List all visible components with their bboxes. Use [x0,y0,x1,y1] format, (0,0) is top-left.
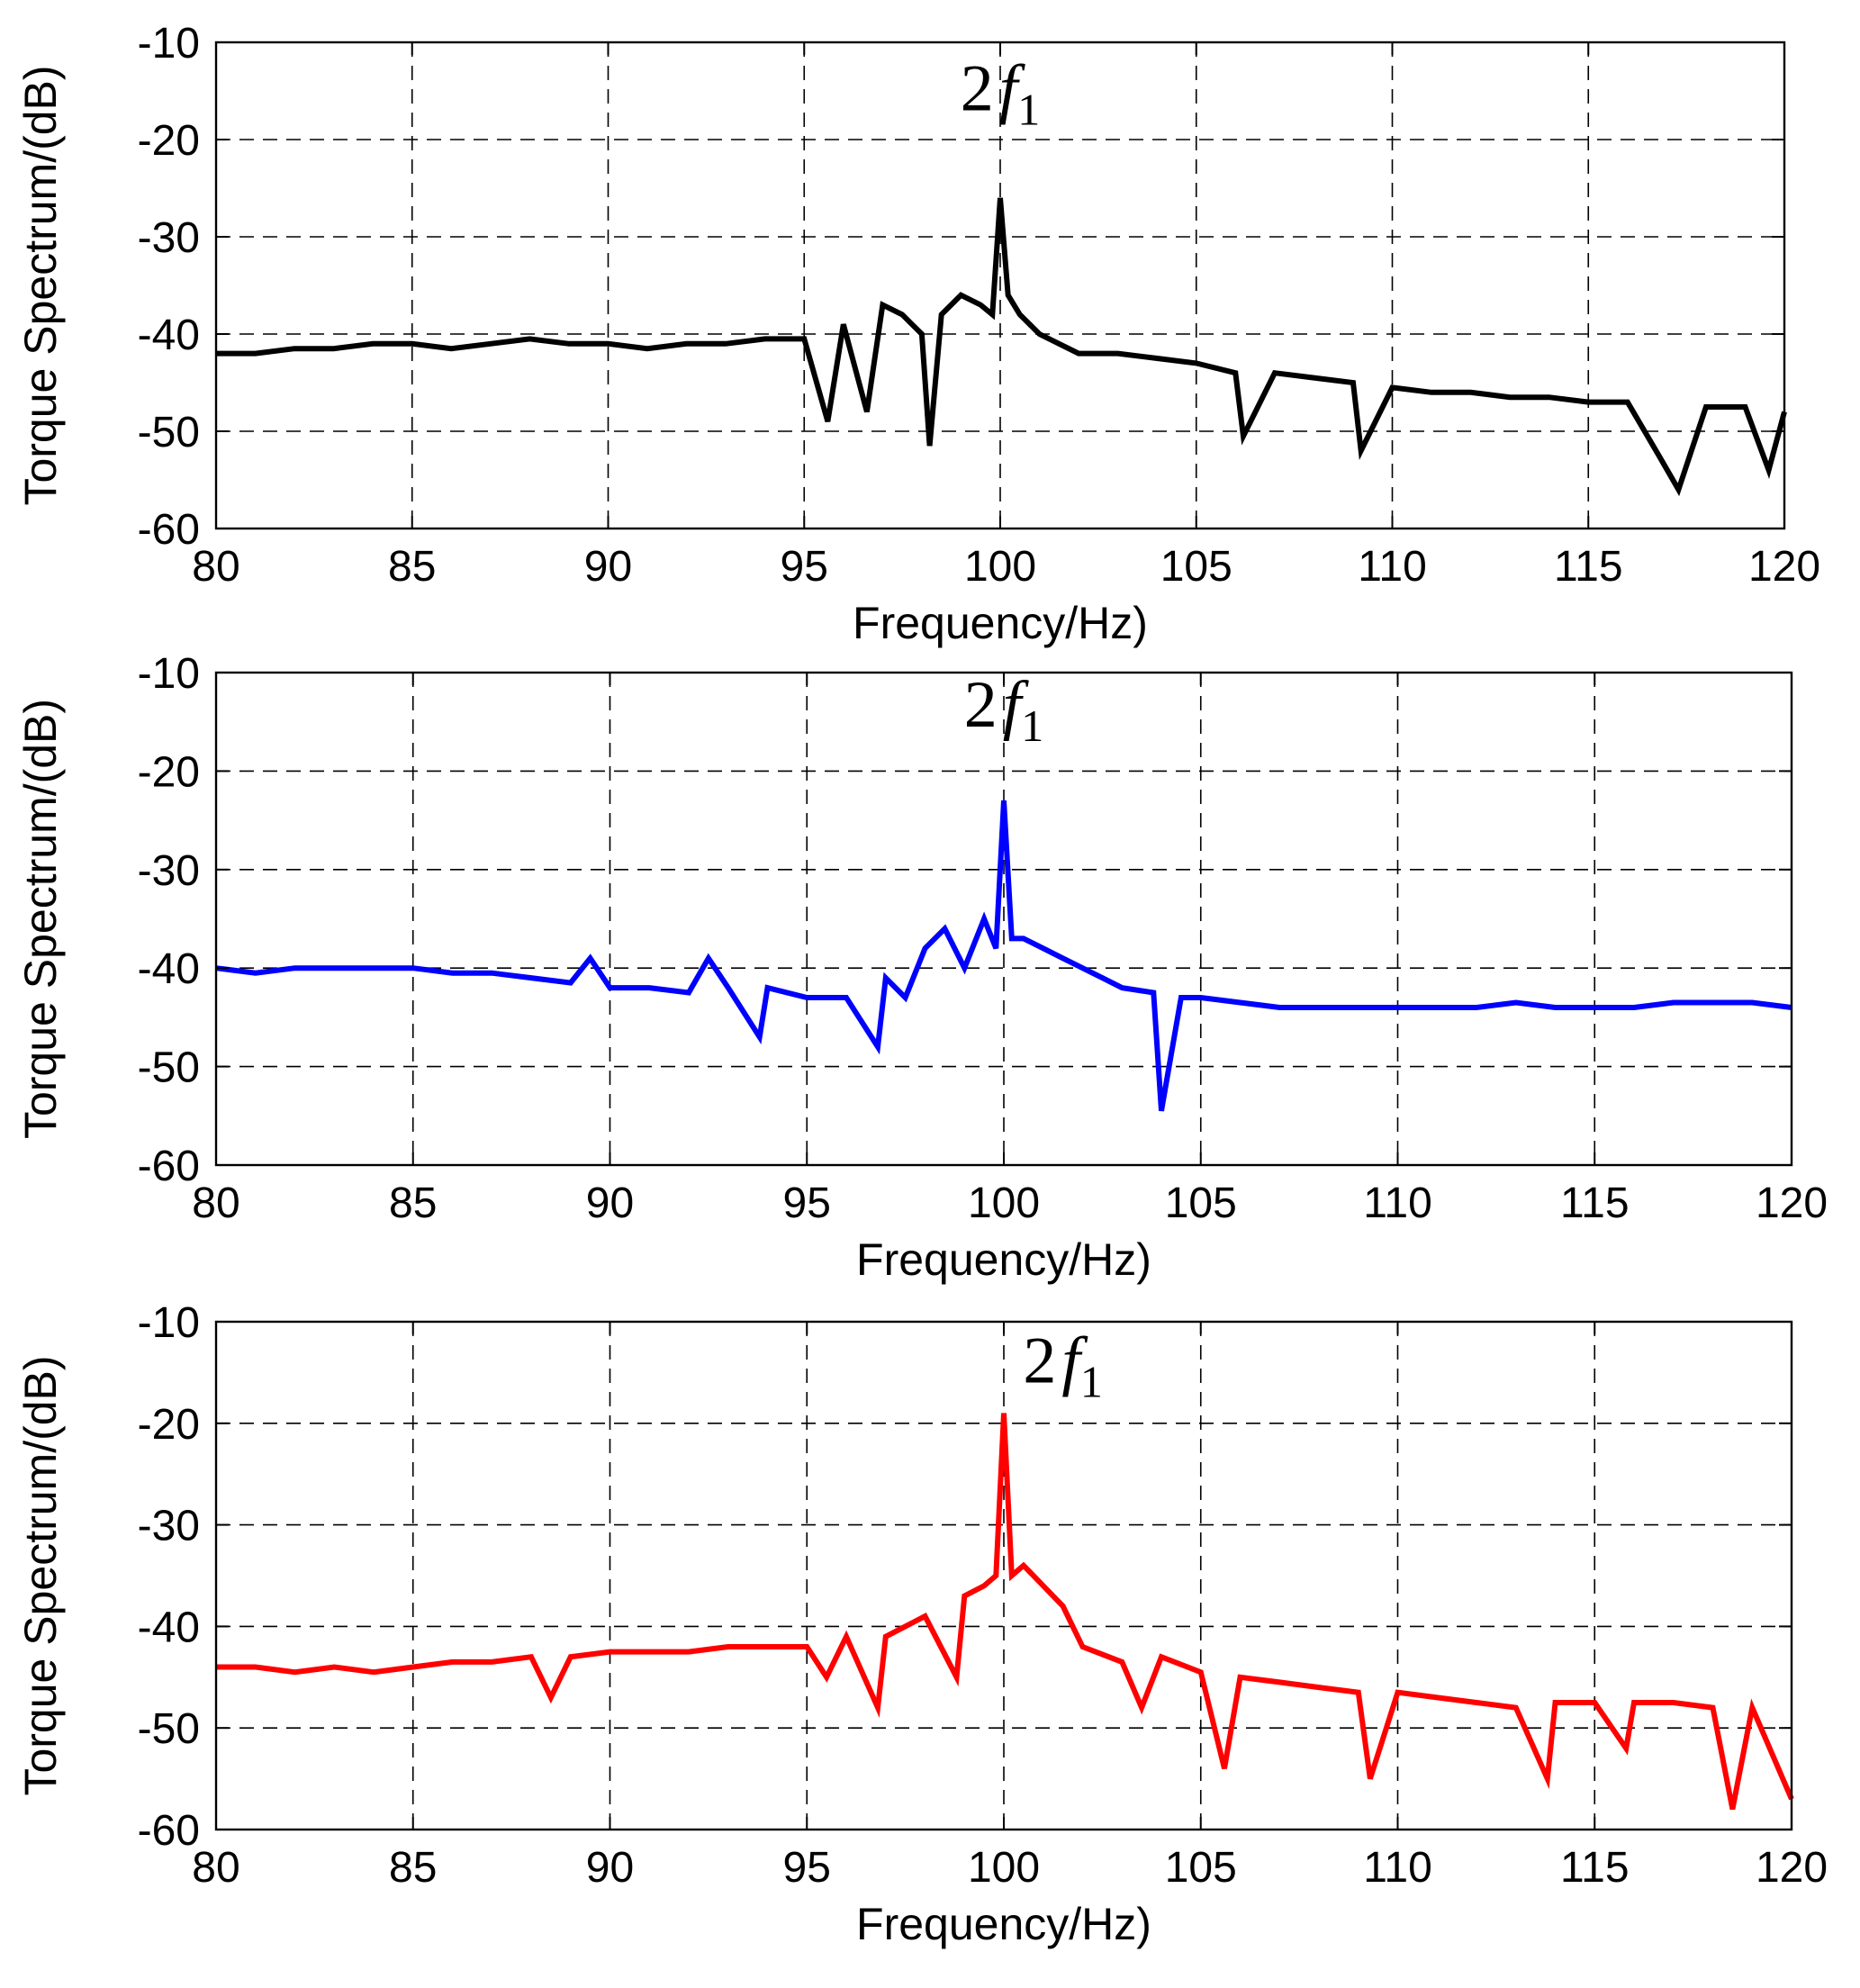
y-tick-label: -40 [138,945,200,993]
x-tick-label: 100 [968,1179,1040,1227]
x-tick-label: 85 [389,1179,437,1227]
chart-panel-top: 80 85 90 95 100 105 110 115 120 -10 -20 -30 -40 -50 -6… [15,20,1820,648]
y-tick-label: -20 [138,117,200,165]
peak-annotation: 2f1 [961,52,1041,135]
x-tick-label: 90 [584,543,632,591]
y-tick-label: -10 [138,650,200,698]
series-line-bottom [216,1413,1794,1810]
x-tick-label: 90 [586,1179,634,1227]
y-tick-label: -20 [138,748,200,796]
x-tick-label: 85 [388,543,436,591]
y-axis-label: Torque Spectrum/(dB) [15,65,66,505]
y-tick-label: -10 [138,20,200,68]
x-tick-label: 110 [1358,543,1427,591]
y-tick-label: -40 [138,1604,200,1651]
annotation-subscript: 1 [1017,85,1040,135]
chart-panel-bottom: 80 85 90 95 100 105 110 115 120 -10 -20 -30 -40 -50 -6… [15,1299,1828,1949]
annotation-base: 2 [964,668,998,742]
y-tick-label: -60 [138,506,200,554]
x-tick-label: 105 [1160,543,1232,591]
x-tick-label: 120 [1756,1179,1828,1227]
x-tick-label: 100 [968,1844,1040,1892]
x-tick-label: 85 [389,1844,437,1892]
x-tick-label: 115 [1560,1844,1630,1892]
x-tick-label: 110 [1363,1179,1432,1227]
x-axis-label: Frequency/Hz) [853,598,1148,648]
x-tick-label: 120 [1756,1844,1828,1892]
y-tick-label: -10 [138,1299,200,1347]
y-tick-label: -50 [138,409,200,456]
x-tick-label: 95 [783,1844,831,1892]
x-tick-label: 95 [781,543,828,591]
x-tick-label: 110 [1363,1844,1432,1892]
y-tick-label: -30 [138,1503,200,1550]
y-tick-label: -60 [138,1807,200,1855]
y-tick-label: -30 [138,214,200,262]
x-tick-label: 115 [1560,1179,1630,1227]
y-axis-label: Torque Spectrum/(dB) [15,699,66,1139]
x-tick-label: 105 [1165,1844,1237,1892]
x-tick-label: 120 [1748,543,1820,591]
chart-panel-middle: 80 85 90 95 100 105 110 115 120 -10 -20 -30 -40 -50 -6… [15,650,1828,1285]
y-tick-label: -50 [138,1044,200,1092]
y-tick-label: -30 [138,847,200,895]
x-tick-label: 90 [586,1844,634,1892]
x-tick-label: 95 [783,1179,831,1227]
x-tick-label: 105 [1165,1179,1237,1227]
peak-annotation: 2f1 [1023,1324,1103,1407]
series-line-top [216,197,1787,497]
series-line-middle [215,800,1792,1112]
x-tick-label: 80 [192,1179,239,1227]
y-tick-label: -60 [138,1143,200,1190]
annotation-subscript: 1 [1080,1357,1103,1407]
x-tick-label: 80 [192,543,239,591]
y-tick-label: -50 [138,1705,200,1753]
x-tick-label: 100 [964,543,1036,591]
peak-annotation: 2f1 [964,668,1044,751]
annotation-base: 2 [1023,1324,1056,1398]
annotation-base: 2 [961,52,994,126]
x-axis-label: Frequency/Hz) [856,1234,1151,1285]
y-axis-label: Torque Spectrum/(dB) [15,1355,66,1795]
y-tick-label: -20 [138,1401,200,1449]
x-tick-label: 80 [192,1844,239,1892]
x-axis-label: Frequency/Hz) [856,1899,1151,1949]
y-tick-label: -40 [138,312,200,359]
x-tick-label: 115 [1554,543,1623,591]
annotation-subscript: 1 [1021,700,1043,751]
